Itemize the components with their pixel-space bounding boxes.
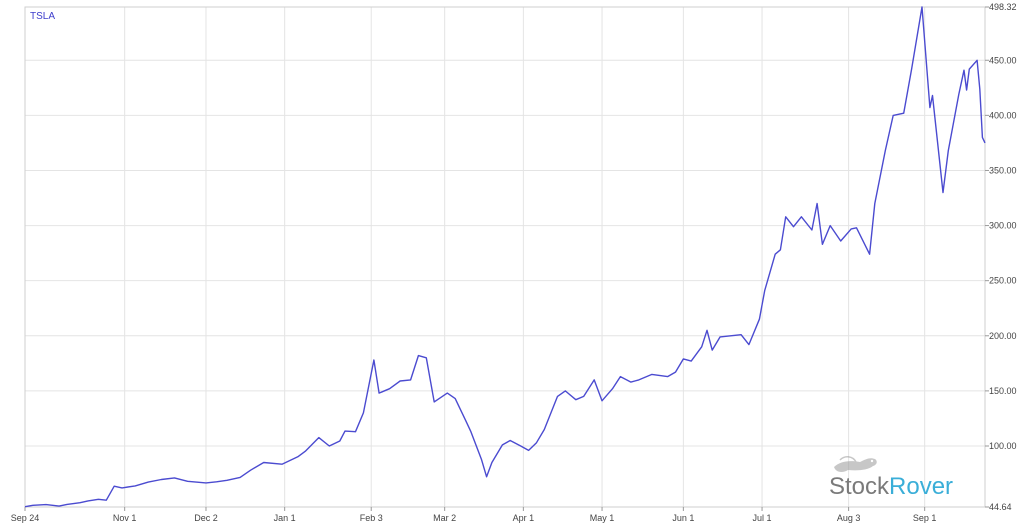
y-tick-label: 498.32 [989,2,1017,12]
x-tick-label: Feb 3 [360,513,383,523]
y-tick-label: 400.00 [989,110,1017,120]
y-axis-ticks: 44.64 100.00 150.00 200.00 250.00 300.00 350.0… [985,2,1017,512]
svg-text:StockRover: StockRover [829,473,953,500]
x-tick-label: Jun 1 [672,513,694,523]
logo-text-rover: Rover [889,473,953,500]
x-tick-label: May 1 [590,513,615,523]
logo-text-stock: Stock [829,473,890,500]
y-tick-label: 350.00 [989,165,1017,175]
x-tick-label: Apr 1 [513,513,535,523]
plot-frame [24,6,986,508]
x-tick-label: Jul 1 [753,513,772,523]
x-tick-label: Aug 3 [837,513,861,523]
stockrover-logo: StockRover [829,456,953,500]
x-tick-label: Dec 2 [194,513,218,523]
y-tick-label: 44.64 [989,502,1012,512]
y-tick-label: 150.00 [989,386,1017,396]
y-tick-label: 250.00 [989,276,1017,286]
series-line-tsla [24,6,986,508]
x-tick-label: Jan 1 [274,513,296,523]
y-tick-label: 300.00 [989,221,1017,231]
x-tick-label: Sep 24 [11,513,40,523]
x-axis-ticks: Sep 24 Nov 1 Dec 2 Jan 1 Feb 3 Mar 2 Apr 1 May … [11,507,937,523]
dog-icon [834,456,877,472]
x-tick-label: Nov 1 [113,513,137,523]
y-tick-label: 200.00 [989,331,1017,341]
x-tick-label: Sep 1 [913,513,937,523]
y-tick-label: 100.00 [989,441,1017,451]
x-tick-label: Mar 2 [433,513,456,523]
series-label-tsla: TSLA [30,11,55,22]
y-tick-label: 450.00 [989,55,1017,65]
